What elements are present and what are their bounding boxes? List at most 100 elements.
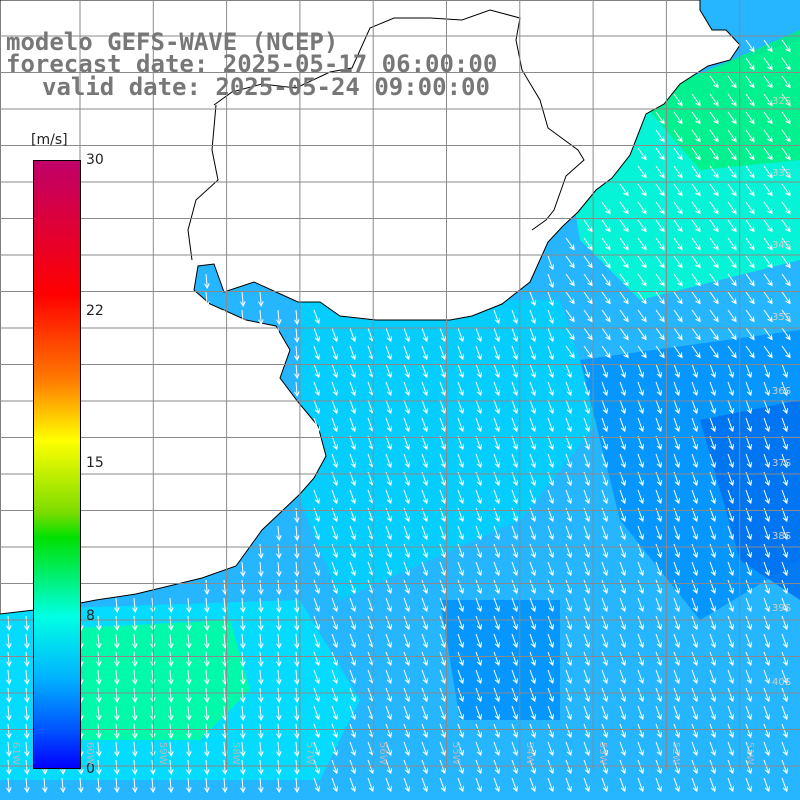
wind-arrow [276,633,282,649]
wind-arrow [709,741,717,757]
wind-arrow [583,741,591,757]
wind-arrow [349,399,357,415]
wind-arrow [132,723,138,739]
wind-arrow [475,777,483,793]
wind-arrow [763,273,773,287]
wind-arrow [601,579,609,595]
wind-arrow [655,687,663,703]
wind-arrow [258,597,264,613]
wind-arrow [439,543,447,559]
wind-arrow [565,723,573,739]
wind-arrow [294,669,300,685]
wind-arrow [691,579,699,595]
wind-arrow [349,453,357,469]
wind-arrow [565,417,573,433]
wind-arrow [655,777,663,793]
wind-arrow [583,579,591,595]
wind-arrow [727,237,737,251]
wind-arrow [709,345,719,359]
wind-arrow [709,579,717,595]
wind-arrow [96,651,102,667]
wind-arrow [96,615,102,631]
wind-arrow [439,345,447,361]
wind-arrow [583,381,591,397]
wind-arrow [565,255,575,269]
wind-arrow [637,363,645,379]
wind-arrow [727,777,735,793]
wind-arrow [763,417,771,433]
wind-arrow [439,561,447,577]
wind-arrow [673,147,683,161]
wind-arrow [637,669,645,685]
wind-arrow [6,759,12,775]
wind-arrow [313,759,321,775]
wind-arrow [709,705,717,721]
wind-arrow [313,543,321,559]
wind-arrow [565,561,573,577]
wind-arrow [601,345,611,359]
wind-arrow [511,669,519,685]
wind-arrow [745,309,755,323]
wind-arrow [294,777,300,793]
wind-arrow [673,93,683,107]
wind-arrow [619,381,627,397]
wind-arrow [331,399,339,415]
wind-arrow [619,237,629,251]
wind-arrow [403,453,411,469]
wind-arrow [475,327,483,343]
wind-arrow [439,579,447,595]
wind-arrow [601,669,609,685]
wind-arrow [6,741,12,757]
wind-arrow [583,669,591,685]
wind-arrow [547,615,555,631]
wind-arrow [258,759,264,775]
wind-arrow [709,669,717,685]
wind-arrow [493,417,501,433]
wind-arrow [258,705,264,721]
wind-arrow [601,219,611,233]
wind-arrow [331,345,339,361]
wind-arrow [781,327,791,341]
wind-arrow [619,687,627,703]
wind-arrow [403,489,411,505]
wind-arrow [763,597,771,613]
wind-arrow [132,741,138,757]
wind-arrow [294,381,300,397]
wind-arrow [132,777,138,793]
wind-arrow [583,705,591,721]
wind-arrow [240,705,246,721]
wind-arrow [583,597,591,613]
wind-arrow [493,399,501,415]
wind-arrow [655,381,663,397]
wind-arrow [565,273,575,287]
wind-arrow [511,399,519,415]
wind-arrow [96,633,102,649]
wind-arrow [709,327,719,341]
wind-arrow [294,561,300,577]
colorbar [33,160,81,769]
wind-arrow [781,219,791,233]
wind-arrow [781,165,791,179]
wind-arrow [385,669,393,685]
wind-arrow [781,759,789,775]
wind-arrow [385,615,393,631]
wind-arrow [691,525,699,541]
wind-arrow [439,777,447,793]
wind-arrow [258,291,264,307]
wind-arrow [673,633,681,649]
wind-arrow [601,255,611,269]
wind-arrow [601,489,609,505]
wind-arrow [637,435,645,451]
wind-arrow [601,561,609,577]
wind-arrow [637,651,645,667]
wind-arrow [745,39,755,53]
wind-arrow [475,615,483,631]
wind-arrow [583,219,593,233]
wind-arrow [529,597,537,613]
wind-arrow [637,147,647,161]
wind-arrow [421,435,429,451]
wind-arrow [781,345,791,359]
wind-arrow [781,381,789,397]
wind-arrow [168,705,174,721]
wind-speed-region [300,300,600,600]
